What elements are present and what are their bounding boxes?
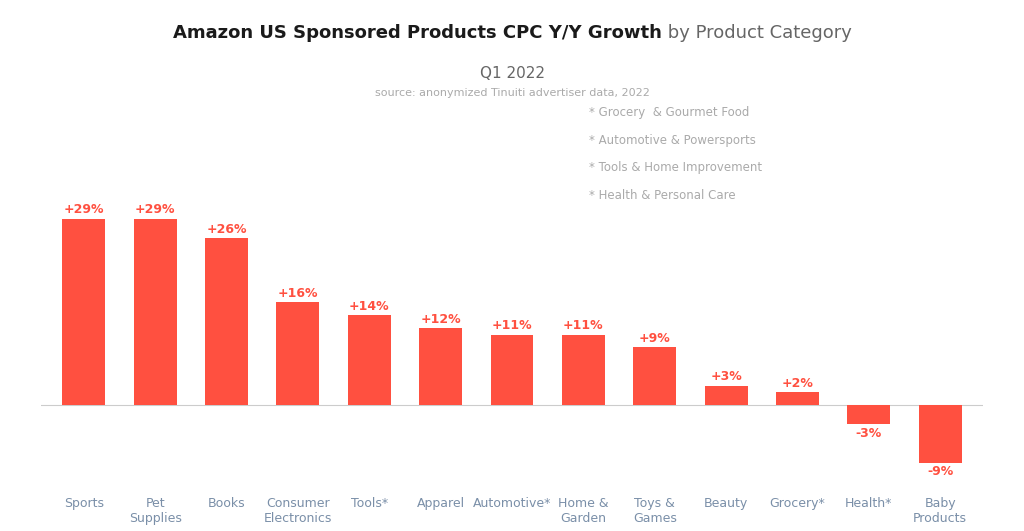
Text: +29%: +29% — [135, 203, 175, 217]
Text: source: anonymized Tinuiti advertiser data, 2022: source: anonymized Tinuiti advertiser da… — [375, 88, 649, 98]
Text: +3%: +3% — [711, 370, 742, 383]
Bar — [490, 335, 534, 405]
Text: +26%: +26% — [206, 222, 247, 236]
Bar — [348, 315, 391, 405]
Bar — [205, 238, 248, 405]
Text: Q1 2022: Q1 2022 — [479, 66, 545, 81]
Text: -3%: -3% — [856, 427, 882, 440]
Text: +11%: +11% — [563, 319, 604, 332]
Text: * Grocery  & Gourmet Food: * Grocery & Gourmet Food — [589, 106, 750, 119]
Text: +14%: +14% — [349, 299, 389, 313]
Text: +9%: +9% — [639, 332, 671, 345]
Bar — [562, 335, 605, 405]
Bar — [776, 392, 819, 405]
Bar — [705, 386, 748, 405]
Bar — [848, 405, 890, 424]
Text: Amazon US Sponsored Products CPC Y/Y Growth: Amazon US Sponsored Products CPC Y/Y Gro… — [173, 24, 662, 42]
Text: -9%: -9% — [927, 465, 953, 478]
Bar — [134, 219, 176, 405]
Text: by Product Category: by Product Category — [662, 24, 851, 42]
Text: +2%: +2% — [781, 376, 813, 390]
Text: * Automotive & Powersports: * Automotive & Powersports — [589, 134, 756, 147]
Text: * Health & Personal Care: * Health & Personal Care — [589, 189, 735, 202]
Bar — [919, 405, 962, 463]
Text: +11%: +11% — [492, 319, 532, 332]
Text: +16%: +16% — [278, 287, 318, 300]
Text: +29%: +29% — [63, 203, 104, 217]
Bar — [62, 219, 105, 405]
Bar — [276, 303, 319, 405]
Text: +12%: +12% — [420, 313, 461, 326]
Bar — [633, 347, 676, 405]
Text: * Tools & Home Improvement: * Tools & Home Improvement — [589, 161, 762, 174]
Bar — [419, 328, 462, 405]
